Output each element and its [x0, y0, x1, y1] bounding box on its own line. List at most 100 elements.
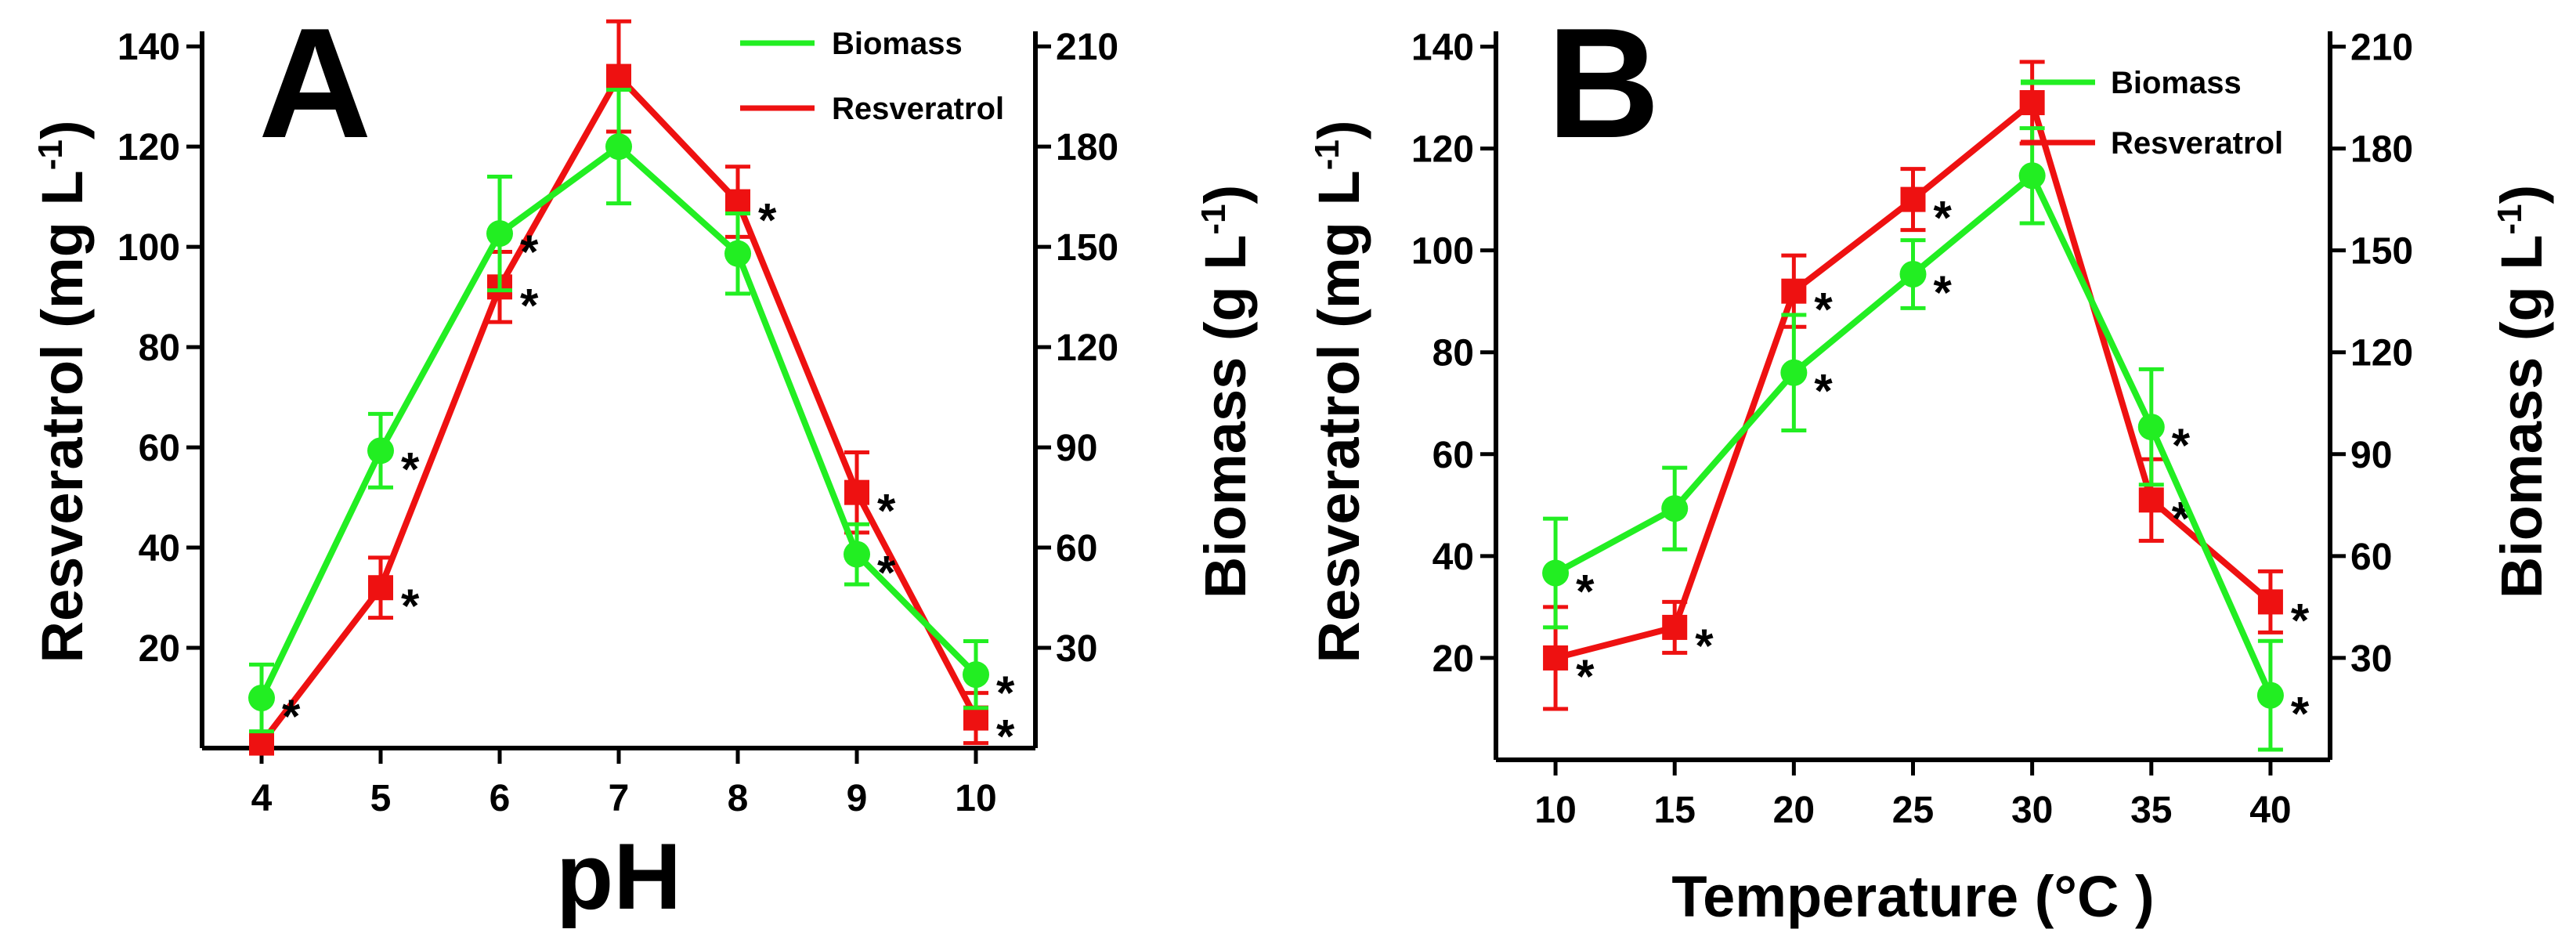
- resveratrol-point: [1543, 645, 1569, 671]
- biomass-point: [724, 240, 751, 267]
- resveratrol-significance-star: *: [520, 279, 539, 331]
- right-y-axis-title: Biomass (g L-1): [2489, 185, 2554, 598]
- left-y-tick-label: 80: [1433, 333, 1474, 374]
- biomass-point: [1780, 359, 1808, 386]
- biomass-point: [844, 540, 870, 568]
- x-axis-title: pH: [556, 824, 681, 929]
- biomass-significance-star: *: [1576, 566, 1595, 618]
- right-y-tick-label: 180: [1056, 127, 1118, 168]
- biomass-point: [605, 133, 632, 161]
- left-y-axis-title: Resveratrol (mg L-1): [1306, 121, 1371, 663]
- biomass-point: [1661, 495, 1689, 522]
- right-y-tick-label: 30: [2350, 638, 2392, 680]
- left-y-axis-title-close: ): [1306, 121, 1371, 140]
- panel-a: A 20 40 60 80 100 120 140 30 60 90 120 150 180 210 4 5 6 7…: [30, 0, 1258, 929]
- biomass-significance-star: *: [282, 690, 301, 743]
- left-y-tick-label: 140: [117, 27, 180, 68]
- right-y-tick-label: 150: [1056, 227, 1118, 269]
- right-y-axis-title-main: Biomass (g L: [1193, 235, 1258, 599]
- resveratrol-significance-star: *: [877, 485, 896, 537]
- right-y-tick-label: 210: [2350, 27, 2413, 69]
- left-y-axis-title-close: ): [30, 121, 95, 140]
- x-tick-label: 9: [847, 778, 868, 819]
- biomass-point: [2018, 162, 2046, 190]
- left-y-tick-label: 100: [117, 227, 180, 269]
- resveratrol-point: [1662, 614, 1688, 640]
- x-tick-label: 25: [1892, 790, 1934, 831]
- left-y-tick-label: 120: [117, 127, 180, 168]
- x-tick-label: 7: [609, 778, 630, 819]
- left-y-tick-label: 60: [1433, 435, 1474, 476]
- right-y-axis-title: Biomass (g L-1): [1193, 185, 1258, 598]
- resveratrol-point: [2257, 589, 2283, 615]
- x-tick-label: 4: [251, 778, 273, 819]
- x-tick-label: 6: [490, 778, 511, 819]
- resveratrol-point: [368, 575, 393, 601]
- right-y-tick-label: 180: [2350, 129, 2413, 171]
- x-tick-label: 10: [955, 778, 996, 819]
- left-y-axis-title-main: Resveratrol (mg L: [30, 170, 95, 663]
- resveratrol-point: [1900, 186, 1926, 212]
- right-y-tick-label: 120: [2350, 333, 2413, 374]
- resveratrol-point: [606, 63, 631, 89]
- resveratrol-significance-star: *: [1814, 284, 1833, 336]
- right-y-tick-label: 90: [2350, 435, 2392, 476]
- left-y-axis-title-sup: -1: [1308, 139, 1346, 170]
- right-y-tick-label: 30: [1056, 628, 1097, 670]
- left-y-tick-label: 40: [139, 528, 180, 569]
- right-y-axis-title-main: Biomass (g L: [2489, 235, 2554, 599]
- resveratrol-point: [2019, 90, 2045, 116]
- biomass-significance-star: *: [401, 443, 420, 495]
- legend-label-biomass: Biomass: [832, 27, 963, 61]
- x-tick-label: 5: [370, 778, 392, 819]
- resveratrol-point: [2138, 487, 2164, 513]
- panel-letter: B: [1547, 0, 1660, 171]
- biomass-point: [367, 437, 394, 465]
- biomass-point: [486, 220, 513, 248]
- biomass-point: [1899, 261, 1927, 287]
- resveratrol-point: [1781, 278, 1807, 304]
- left-y-axis-title-main: Resveratrol (mg L: [1306, 170, 1371, 663]
- resveratrol-significance-star: *: [996, 710, 1015, 763]
- resveratrol-significance-star: *: [2291, 594, 2310, 646]
- resveratrol-significance-star: *: [1934, 192, 1953, 244]
- right-y-tick-label: 60: [2350, 537, 2392, 578]
- resveratrol-significance-star: *: [1695, 620, 1714, 672]
- x-tick-label: 10: [1534, 790, 1576, 831]
- left-y-tick-label: 40: [1433, 537, 1474, 578]
- left-y-tick-label: 100: [1411, 231, 1474, 273]
- x-tick-label: 20: [1773, 790, 1815, 831]
- right-y-tick-label: 120: [1056, 327, 1118, 369]
- biomass-point: [2256, 682, 2284, 709]
- x-tick-label: 30: [2011, 790, 2053, 831]
- biomass-significance-star: *: [520, 226, 539, 278]
- panel-letter: A: [258, 0, 371, 171]
- right-y-axis-title-sup: -1: [2491, 204, 2529, 234]
- resveratrol-point: [725, 189, 750, 215]
- left-y-tick-label: 80: [139, 327, 180, 369]
- right-y-tick-label: 90: [1056, 428, 1097, 469]
- left-y-tick-label: 20: [1433, 638, 1474, 680]
- left-y-tick-label: 140: [1411, 27, 1474, 69]
- x-tick-label: 8: [728, 778, 749, 819]
- left-y-tick-label: 20: [139, 628, 180, 670]
- x-tick-label: 40: [2249, 790, 2291, 831]
- resveratrol-significance-star: *: [758, 194, 777, 247]
- biomass-significance-star: *: [877, 547, 896, 599]
- left-y-tick-label: 60: [139, 428, 180, 469]
- right-y-tick-label: 210: [1056, 27, 1118, 68]
- resveratrol-significance-star: *: [401, 580, 420, 632]
- biomass-line: [258, 143, 978, 700]
- biomass-significance-star: *: [2172, 419, 2191, 472]
- right-y-axis-title-close: ): [2489, 185, 2554, 204]
- legend-label-resveratrol: Resveratrol: [832, 92, 1004, 126]
- left-y-axis-title-sup: -1: [31, 139, 70, 170]
- x-tick-label: 35: [2130, 790, 2172, 831]
- right-y-axis-title-close: ): [1193, 185, 1258, 204]
- biomass-significance-star: *: [1934, 266, 1953, 319]
- left-y-axis-title: Resveratrol (mg L-1): [30, 121, 95, 663]
- biomass-significance-star: *: [2291, 688, 2310, 740]
- left-y-tick-label: 120: [1411, 129, 1474, 171]
- resveratrol-point: [249, 730, 274, 756]
